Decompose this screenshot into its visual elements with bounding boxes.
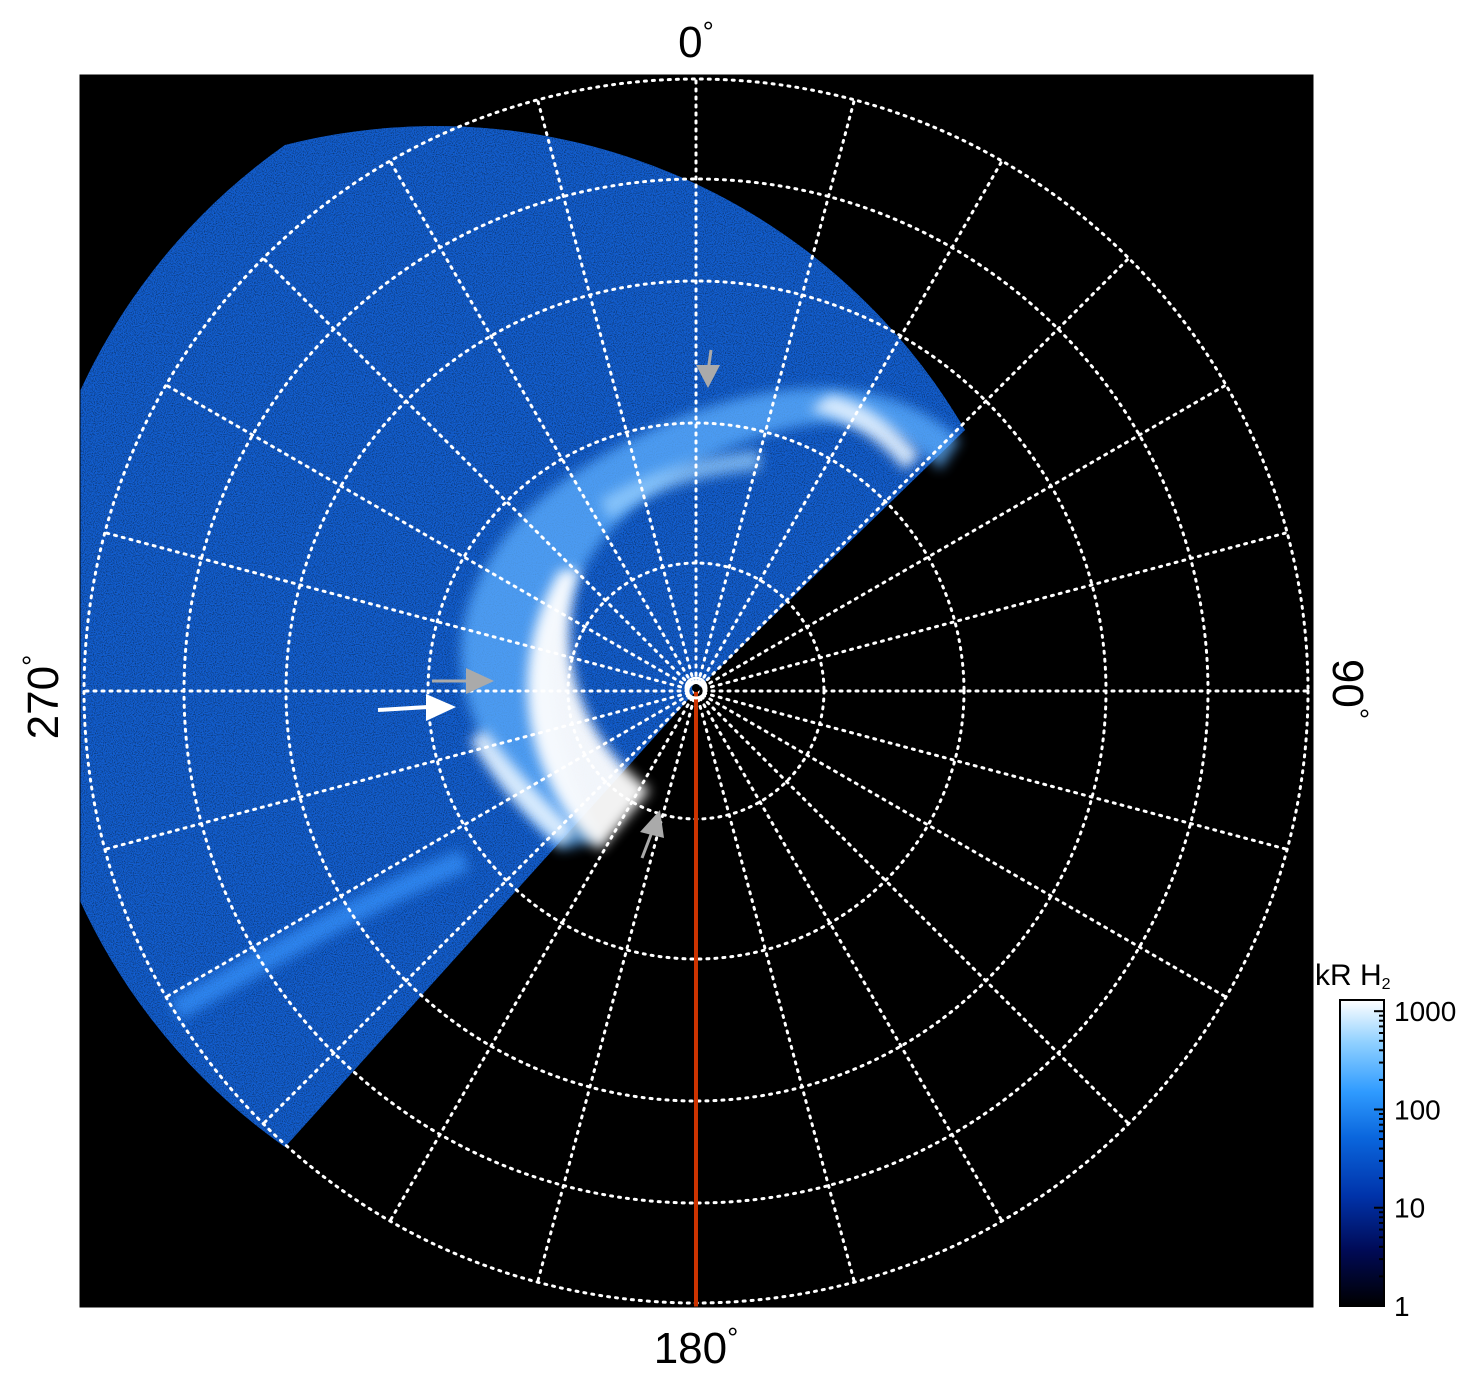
grid-spoke [164, 383, 698, 693]
grid-spoke [388, 689, 698, 1223]
colorbar-gradient [1339, 999, 1385, 1307]
colorbar-tick-label: 100 [1394, 1094, 1441, 1125]
grid-spoke [694, 689, 1131, 1126]
arrow-icon-gray-top [696, 349, 720, 388]
arrow-icon-white-left [377, 694, 456, 721]
colorbar-tick-label: 1000 [1394, 996, 1456, 1027]
grid-spoke [261, 689, 698, 1126]
arrow-icon-gray-bottom [640, 810, 664, 859]
grid-spoke [694, 689, 1289, 851]
grid-spoke [103, 689, 698, 851]
arrow-icon-gray-left [432, 668, 494, 694]
grid-spoke [694, 159, 1004, 693]
main-auroral-oval [170, 388, 960, 1020]
grid-spoke [388, 159, 698, 693]
label-270deg: 270° [17, 655, 68, 740]
grid-spoke [261, 256, 698, 693]
colorbar-title: kR H2 [1315, 959, 1391, 993]
grid-spoke [694, 98, 856, 693]
grid-spoke [694, 689, 1004, 1223]
label-90deg: 90° [1323, 659, 1374, 719]
grid-spoke [694, 256, 1131, 693]
grid-spoke [694, 689, 856, 1284]
grid-spoke [103, 531, 698, 693]
polar-grid [82, 77, 1310, 1305]
grid-spoke [694, 531, 1289, 693]
label-0deg: 0° [678, 16, 714, 67]
colorbar-tick-label: 1 [1394, 1291, 1410, 1322]
grid-spoke [694, 383, 1228, 693]
grid-spoke [536, 98, 698, 693]
grid-spoke [536, 689, 698, 1284]
grid-spoke [164, 689, 698, 999]
pole-ring-icon [684, 676, 708, 700]
grid-ring [426, 421, 966, 961]
colorbar-tick-label: 10 [1394, 1193, 1425, 1224]
grid-spoke [694, 689, 1228, 999]
plot-frame [79, 74, 1314, 1308]
colorbar: kR H2 1000 100 10 1 [1315, 959, 1456, 1322]
label-180deg: 180° [654, 1322, 739, 1373]
